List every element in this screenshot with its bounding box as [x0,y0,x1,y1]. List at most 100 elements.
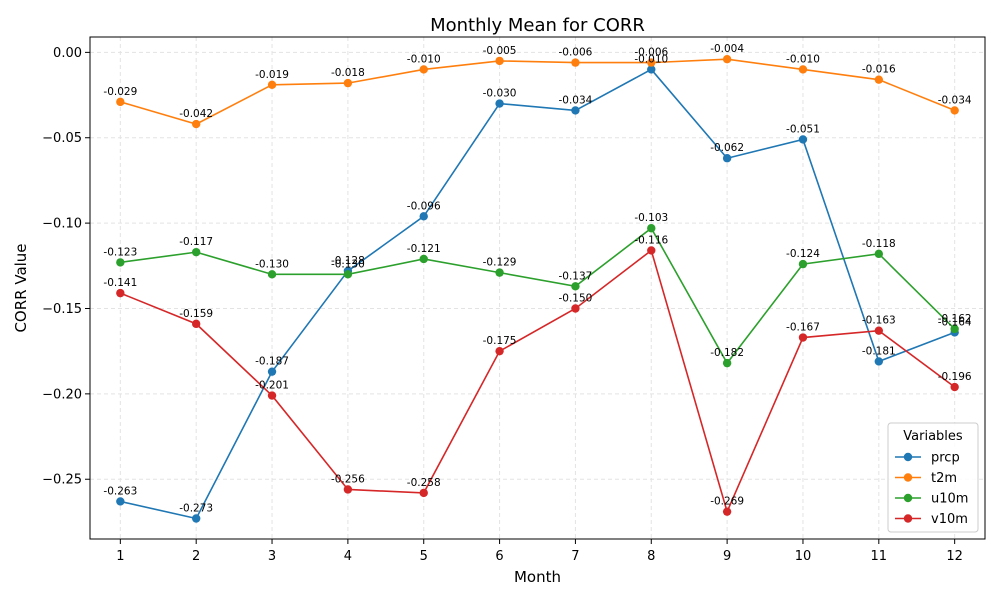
legend-title: Variables [903,429,963,444]
data-label-v10m: -0.175 [483,335,517,347]
y-tick-label: −0.20 [42,387,82,402]
data-point-t2m [571,58,580,67]
data-point-t2m [874,75,884,84]
data-point-u10m [419,254,428,264]
x-tick-label: 5 [420,549,428,564]
x-tick-label: 7 [571,549,579,564]
data-label-v10m: -0.163 [862,315,896,327]
data-point-u10m [798,259,808,269]
series-t2m [116,54,959,129]
x-axis-label: Month [514,568,561,586]
data-label-prcp: -0.273 [179,503,213,515]
data-point-prcp [495,99,504,108]
data-point-v10m [419,488,428,498]
data-label-t2m: -0.016 [862,64,896,76]
series-v10m [116,246,959,516]
x-tick-label: 12 [946,549,963,564]
y-axis-label: CORR Value [12,243,30,332]
data-point-t2m [191,119,201,129]
x-tick-label: 3 [268,549,276,564]
data-point-v10m [571,304,580,313]
data-label-v10m: -0.159 [179,308,213,320]
data-label-u10m: -0.117 [179,236,213,248]
data-label-u10m: -0.162 [938,313,972,325]
data-point-t2m [343,78,353,88]
data-label-u10m: -0.121 [407,243,441,255]
data-point-prcp [647,65,656,74]
data-label-t2m: -0.034 [938,94,972,106]
y-tick-label: −0.15 [42,302,82,317]
data-label-u10m: -0.103 [634,212,668,224]
data-label-v10m: -0.116 [634,234,668,246]
legend-marker [903,452,913,462]
data-label-u10m: -0.130 [255,258,289,270]
legend-label: prcp [931,451,960,466]
data-label-prcp: -0.128 [331,255,365,267]
data-point-prcp [191,514,201,523]
data-label-v10m: -0.258 [407,477,441,489]
axis-ticks: 1 2 3 4 5 6 7 8 9 10 11 120.00−0.05−0.10−0.15−0.20−… [42,46,963,564]
data-label-t2m: -0.006 [634,47,668,59]
data-point-v10m [191,319,201,329]
data-point-v10m [874,326,884,335]
data-point-t2m [116,97,125,107]
series-line-v10m [120,249,956,515]
y-tick-label: −0.10 [42,217,82,232]
x-tick-label: 1 [116,549,124,564]
data-label-t2m: -0.010 [786,53,820,65]
legend-label: v10m [931,512,968,527]
data-point-prcp [798,135,808,144]
legend-label: t2m [931,471,957,486]
legend: Variables prcp t2m u10m v10m [887,422,979,533]
data-label-prcp: -0.263 [103,485,137,497]
data-label-prcp: -0.181 [862,345,896,357]
data-point-u10m [343,270,353,279]
legend-label: u10m [931,492,968,507]
data-label-u10m: -0.118 [862,238,896,250]
data-point-t2m [647,58,656,67]
data-label-t2m: -0.010 [407,53,441,65]
data-label-v10m: -0.196 [938,371,972,383]
data-label-prcp: -0.010 [634,53,668,65]
legend-item-v10m: v10m [895,512,968,527]
data-label-v10m: -0.150 [558,292,592,304]
data-point-prcp [419,212,428,221]
data-label-u10m: -0.182 [710,347,744,359]
legend-item-u10m: u10m [895,492,968,507]
data-label-u10m: -0.124 [786,248,820,260]
data-label-t2m: -0.004 [710,43,744,55]
chart-title: Monthly Mean for CORR [430,15,645,36]
data-point-t2m [495,56,504,66]
legend-item-t2m: t2m [895,471,957,486]
data-label-prcp: -0.096 [407,200,441,212]
data-label-t2m: -0.005 [483,45,517,57]
data-label-u10m: -0.123 [103,246,137,258]
data-point-v10m [495,346,504,356]
data-label-t2m: -0.029 [103,86,137,98]
data-label-prcp: -0.034 [558,94,592,106]
x-tick-label: 11 [871,549,888,564]
data-label-v10m: -0.201 [255,380,289,392]
data-label-prcp: -0.164 [938,316,972,328]
data-point-u10m [191,247,201,257]
y-tick-label: 0.00 [53,46,82,61]
data-point-prcp [874,357,884,366]
data-point-u10m [116,258,125,267]
data-label-prcp: -0.187 [255,356,289,368]
data-label-t2m: -0.019 [255,69,289,81]
data-label-t2m: -0.042 [179,108,213,120]
data-point-prcp [571,106,580,115]
data-point-v10m [267,391,277,400]
data-point-u10m [647,224,656,233]
data-point-u10m [722,358,732,368]
y-tick-label: −0.05 [42,131,82,146]
data-label-t2m: -0.018 [331,67,365,79]
data-point-v10m [722,507,732,516]
data-point-u10m [571,282,580,291]
series-line-prcp [120,68,955,520]
x-tick-label: 10 [795,549,812,564]
data-point-u10m [874,249,884,259]
data-labels: -0.263 -0.273 -0.187 -0.128 -0.096 -0.030 -0.0… [103,43,971,514]
data-point-prcp [267,367,277,376]
